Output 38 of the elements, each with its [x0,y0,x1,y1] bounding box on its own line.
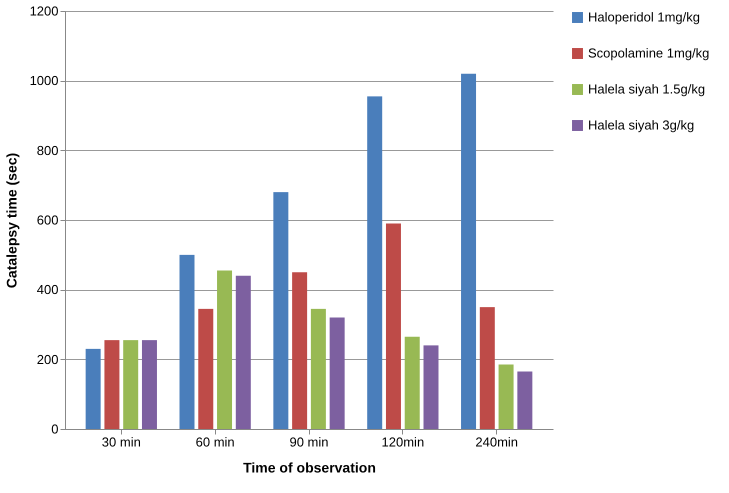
y-tick-label: 600 [36,212,58,228]
bar [198,308,214,429]
x-tick-label: 90 min [289,434,329,450]
bar [180,254,194,429]
x-tick-label: 30 min [102,434,141,450]
x-tick-label: 240min [475,434,518,450]
bar [142,340,157,429]
bar [498,364,514,429]
bar [236,276,251,429]
bar [517,372,532,429]
bar [424,345,438,429]
legend-label: Scopolamine 1mg/kg [588,46,710,60]
x-tick-label: 60 min [196,434,235,450]
y-tick-label: 200 [36,352,58,367]
bar [480,307,495,429]
bar [310,308,326,429]
y-tick-label: 800 [36,142,58,158]
bar [123,340,138,429]
bar [404,336,420,429]
y-tick-label: 1000 [30,73,58,88]
bar [461,74,476,429]
x-axis-title: Time of observation [243,460,376,476]
bar [86,348,101,429]
y-axis-title: Catalepsy time (sec) [4,152,20,288]
legend-label: Haloperidol 1mg/kg [588,10,700,24]
bar [330,318,345,429]
bar [217,270,232,429]
bar [386,223,401,429]
y-tick-label: 400 [36,282,58,298]
y-tick-label: 0 [51,422,58,436]
y-tick-label: 1200 [30,4,58,18]
bar [273,192,288,429]
x-tick-label: 120min [382,434,424,450]
bar [104,340,120,429]
bar [292,272,308,429]
legend-label: Halela siyah 3g/kg [588,118,694,132]
legend-label: Halela siyah 1.5g/kg [588,82,706,96]
bar [367,96,382,429]
